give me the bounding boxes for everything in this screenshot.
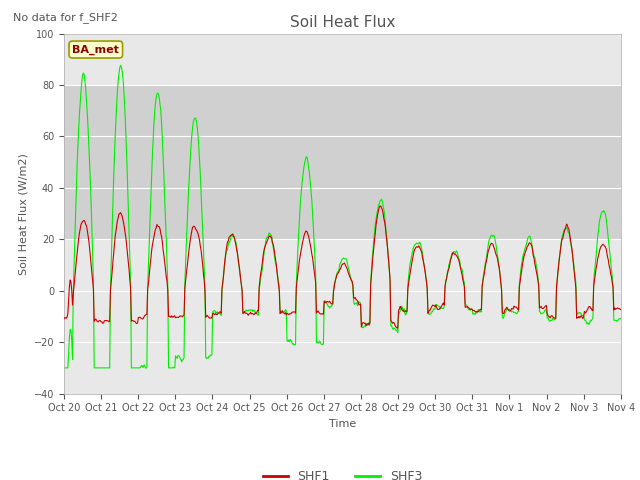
SHF1 <box>617 307 625 312</box>
SHF1 <box>394 325 402 331</box>
Legend: SHF1, SHF3: SHF1, SHF3 <box>257 465 428 480</box>
Y-axis label: Soil Heat Flux (W/m2): Soil Heat Flux (W/m2) <box>18 153 28 275</box>
Title: Soil Heat Flux: Soil Heat Flux <box>290 15 395 30</box>
SHF1 <box>377 203 385 209</box>
SHF3 <box>128 365 136 371</box>
SHF3 <box>70 262 78 268</box>
Line: SHF1: SHF1 <box>64 206 621 328</box>
SHF1 <box>60 316 68 322</box>
Line: SHF3: SHF3 <box>64 65 621 368</box>
SHF3 <box>617 316 625 322</box>
SHF1 <box>127 318 135 324</box>
Text: BA_met: BA_met <box>72 44 119 55</box>
SHF3 <box>116 62 124 68</box>
SHF1 <box>412 245 419 251</box>
Bar <box>64 85 621 240</box>
X-axis label: Time: Time <box>329 419 356 429</box>
SHF3 <box>411 242 419 248</box>
SHF1 <box>184 257 192 263</box>
SHF3 <box>60 365 68 371</box>
SHF3 <box>214 311 222 316</box>
SHF1 <box>428 303 436 309</box>
Text: No data for f_SHF2: No data for f_SHF2 <box>13 12 118 23</box>
SHF1 <box>70 283 78 288</box>
SHF3 <box>428 310 435 316</box>
SHF1 <box>214 312 221 317</box>
SHF3 <box>185 185 193 191</box>
